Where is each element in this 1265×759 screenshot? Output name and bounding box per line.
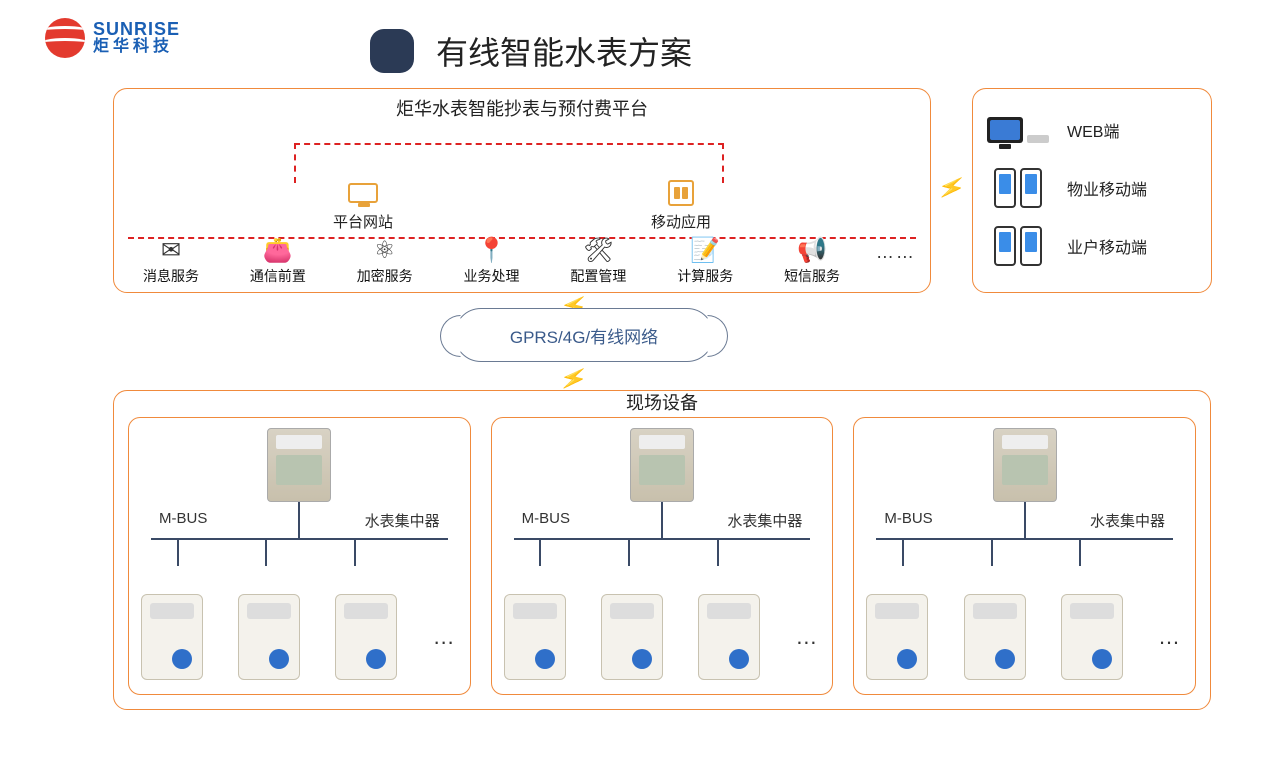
- services-ellipsis: ……: [876, 242, 916, 281]
- concentrator-label: 水表集中器: [365, 510, 440, 531]
- lightning-icon: ⚡: [935, 172, 968, 204]
- title-badge-icon: [370, 29, 414, 73]
- brand-logo: SUNRISE 炬华科技: [45, 18, 180, 58]
- bus-line: [514, 538, 811, 540]
- bus-drop: [177, 538, 179, 566]
- meter-ellipsis: …: [1158, 624, 1183, 680]
- field-devices-panel: 现场设备 M-BUS 水表集中器 … M-BUS 水表集中器: [113, 390, 1211, 710]
- client-row: 业户移动端: [983, 217, 1201, 275]
- service-item: 👛通信前置: [235, 236, 321, 286]
- service-icon: ⚛: [342, 236, 428, 266]
- water-meter-icon: [335, 594, 397, 680]
- service-item: 📝计算服务: [662, 236, 748, 286]
- bus-line: [151, 538, 448, 540]
- client-label: 物业移动端: [1067, 176, 1147, 200]
- network-label: GPRS/4G/有线网络: [510, 323, 658, 348]
- service-item: 🛠配置管理: [555, 236, 641, 286]
- meter-row: …: [866, 594, 1183, 680]
- logo-mark-icon: [45, 18, 85, 58]
- monitor-icon: [348, 183, 378, 203]
- concentrator-icon: [630, 428, 694, 502]
- bus-label: M-BUS: [159, 510, 207, 531]
- service-label: 业务处理: [449, 266, 535, 286]
- field-title: 现场设备: [114, 389, 1210, 415]
- water-meter-icon: [964, 594, 1026, 680]
- dashed-connector-top: [294, 143, 724, 183]
- concentrator-label: 水表集中器: [1090, 510, 1165, 531]
- water-meter-icon: [698, 594, 760, 680]
- bus-drop: [717, 538, 719, 566]
- water-meter-icon: [1061, 594, 1123, 680]
- water-meter-icon: [504, 594, 566, 680]
- water-meter-icon: [141, 594, 203, 680]
- meter-ellipsis: …: [433, 624, 458, 680]
- mobile-pair-icon: [983, 168, 1053, 208]
- client-row: WEB端: [983, 101, 1201, 159]
- meter-ellipsis: …: [795, 624, 820, 680]
- bus-label: M-BUS: [522, 510, 570, 531]
- service-item: ✉消息服务: [128, 236, 214, 286]
- client-label: WEB端: [1067, 118, 1119, 142]
- bus-drop: [991, 538, 993, 566]
- field-cluster: M-BUS 水表集中器 …: [128, 417, 471, 695]
- mobile-pair-icon: [983, 226, 1053, 266]
- field-cluster: M-BUS 水表集中器 …: [853, 417, 1196, 695]
- clients-panel: WEB端物业移动端业户移动端: [972, 88, 1212, 293]
- service-item: 📍业务处理: [449, 236, 535, 286]
- bus-drop: [354, 538, 356, 566]
- service-label: 短信服务: [769, 266, 855, 286]
- platform-app-label: 移动应用: [651, 211, 711, 232]
- bus-drop: [902, 538, 904, 566]
- service-icon: 📢: [769, 236, 855, 266]
- service-item: ⚛加密服务: [342, 236, 428, 286]
- service-label: 通信前置: [235, 266, 321, 286]
- platform-app-mobile: 移动应用: [651, 179, 711, 232]
- service-icon: 🛠: [555, 236, 641, 266]
- platform-app-label: 平台网站: [333, 211, 393, 232]
- concentrator-icon: [267, 428, 331, 502]
- network-cloud: GPRS/4G/有线网络: [454, 308, 714, 362]
- client-label: 业户移动端: [1067, 234, 1147, 258]
- service-icon: 📍: [449, 236, 535, 266]
- page-title-row: 有线智能水表方案: [370, 28, 692, 74]
- meter-row: …: [141, 594, 458, 680]
- service-label: 消息服务: [128, 266, 214, 286]
- field-cluster: M-BUS 水表集中器 …: [491, 417, 834, 695]
- bus-line: [876, 538, 1173, 540]
- service-icon: 👛: [235, 236, 321, 266]
- service-icon: ✉: [128, 236, 214, 266]
- bus-drop: [628, 538, 630, 566]
- concentrator-label: 水表集中器: [727, 510, 802, 531]
- concentrator-icon: [993, 428, 1057, 502]
- meter-row: …: [504, 594, 821, 680]
- bus-drop: [539, 538, 541, 566]
- water-meter-icon: [238, 594, 300, 680]
- water-meter-icon: [866, 594, 928, 680]
- bus-drop: [265, 538, 267, 566]
- logo-text-cn: 炬华科技: [93, 39, 180, 56]
- platform-apps-row: 平台网站 移动应用: [114, 179, 930, 232]
- platform-app-website: 平台网站: [333, 179, 393, 232]
- service-label: 配置管理: [555, 266, 641, 286]
- page-title: 有线智能水表方案: [436, 28, 692, 74]
- client-row: 物业移动端: [983, 159, 1201, 217]
- service-label: 计算服务: [662, 266, 748, 286]
- service-icon: 📝: [662, 236, 748, 266]
- logo-text-en: SUNRISE: [93, 20, 180, 39]
- service-label: 加密服务: [342, 266, 428, 286]
- mobile-app-icon: [668, 180, 694, 206]
- field-cluster-row: M-BUS 水表集中器 … M-BUS 水表集中器 …: [128, 417, 1196, 695]
- platform-panel: 炬华水表智能抄表与预付费平台 平台网站 移动应用 ✉消息服务 👛通信前置 ⚛加密服务…: [113, 88, 931, 293]
- platform-title: 炬华水表智能抄表与预付费平台: [114, 95, 930, 121]
- water-meter-icon: [601, 594, 663, 680]
- bus-label: M-BUS: [884, 510, 932, 531]
- services-row: ✉消息服务 👛通信前置 ⚛加密服务 📍业务处理 🛠配置管理 📝计算服务 📢短信服务 ……: [124, 236, 920, 286]
- desktop-icon: [983, 117, 1053, 143]
- service-item: 📢短信服务: [769, 236, 855, 286]
- bus-drop: [1079, 538, 1081, 566]
